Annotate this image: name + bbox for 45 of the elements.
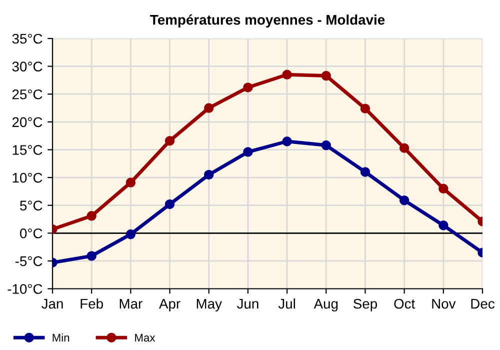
x-tick-label: Nov (432, 298, 456, 309)
x-tick-label: Dec (471, 298, 494, 309)
point (86, 251, 96, 261)
y-tick-label: 30°C (12, 62, 42, 72)
x-tick-label: Apr (158, 298, 180, 312)
y-tick-label: 5°C (20, 200, 42, 211)
point (321, 140, 331, 150)
point (243, 82, 253, 92)
point (164, 136, 175, 146)
point (243, 147, 253, 157)
point (126, 178, 136, 188)
point (438, 184, 448, 194)
point (399, 143, 410, 153)
point (360, 167, 370, 177)
x-tick-label: Sep (354, 298, 377, 312)
y-tick-label: 15°C (12, 145, 42, 155)
point (86, 211, 96, 221)
legend-label: Max (135, 334, 156, 342)
y-tick-label: 0°C (20, 228, 42, 238)
point (360, 104, 370, 114)
point (282, 136, 292, 146)
point (204, 170, 214, 180)
x-tick-label: Oct (394, 298, 416, 309)
y-tick-label: 10°C (12, 172, 42, 183)
point (164, 199, 175, 210)
x-tick-label: Jun (236, 298, 258, 309)
chart-title: Températures moyennes - Moldavie (150, 14, 385, 28)
y-tick-label: -10°C (8, 284, 42, 294)
y-tick-label: 20°C (12, 117, 42, 128)
x-tick-label: Aug (314, 298, 338, 312)
point (282, 70, 292, 80)
x-tick-label: Jan (42, 298, 63, 309)
point (399, 195, 410, 206)
y-tick-label: -5°C (15, 256, 42, 266)
point (126, 229, 136, 240)
y-tick-label: 35°C (12, 34, 42, 44)
x-tick-label: Feb (80, 298, 103, 309)
y-tick-label: 25°C (12, 89, 42, 100)
x-tick-label: May (196, 298, 222, 312)
point (438, 220, 448, 230)
point (321, 70, 331, 81)
x-tick-label: Mar (120, 298, 142, 309)
x-tick-label: Jul (278, 298, 295, 309)
legend-label: Min (52, 333, 70, 342)
point (204, 103, 214, 113)
